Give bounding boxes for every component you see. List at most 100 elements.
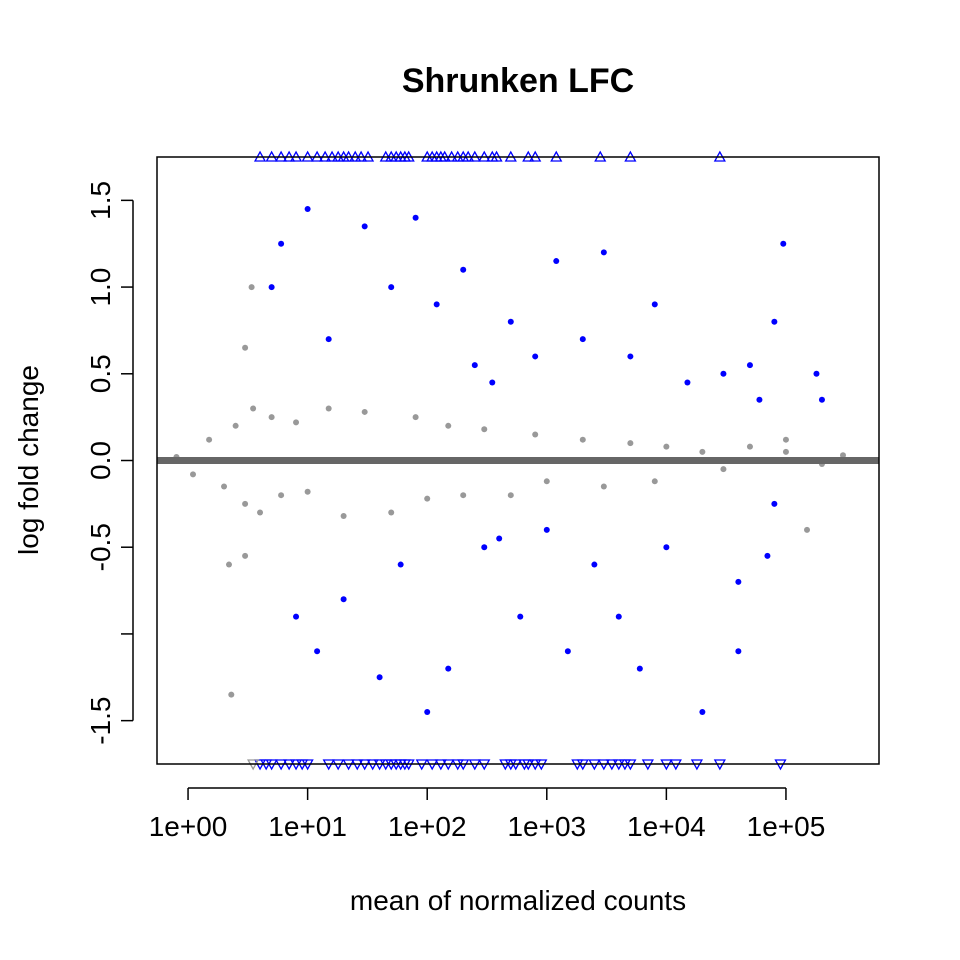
x-axis: 1e+00 1e+01 1e+02 1e+03 1e+04 1e+05 — [149, 787, 826, 842]
data-point — [720, 370, 727, 377]
data-point — [481, 426, 488, 433]
data-point — [699, 448, 706, 455]
data-point — [543, 526, 550, 533]
data-point — [388, 284, 395, 291]
y-tick-label: -0.5 — [85, 523, 116, 571]
data-point — [746, 443, 753, 450]
x-tick-label: 1e+04 — [627, 811, 706, 842]
data-point — [840, 452, 846, 459]
x-tick-label: 1e+00 — [149, 811, 228, 842]
data-point — [579, 336, 586, 343]
x-tick-label: 1e+01 — [268, 811, 347, 842]
data-point — [720, 466, 727, 473]
data-point — [293, 613, 300, 620]
data-point — [543, 478, 550, 485]
data-point — [532, 431, 539, 438]
data-point — [304, 206, 311, 213]
data-point — [651, 478, 658, 485]
data-point — [813, 370, 820, 377]
data-point — [746, 362, 753, 369]
data-point — [412, 214, 419, 221]
data-point — [481, 544, 488, 551]
data-point — [257, 509, 264, 516]
data-point — [242, 500, 249, 507]
x-axis-label: mean of normalized counts — [350, 885, 686, 916]
data-point — [771, 500, 778, 507]
data-point — [278, 240, 285, 247]
data-point — [615, 613, 622, 620]
data-point — [445, 665, 452, 672]
data-point — [388, 509, 395, 516]
data-point — [268, 284, 275, 291]
data-point — [325, 336, 332, 343]
data-point — [651, 301, 658, 308]
data-point — [818, 396, 825, 403]
data-point — [780, 240, 787, 247]
data-point — [735, 578, 742, 585]
data-point — [636, 665, 643, 672]
data-point — [325, 405, 332, 412]
data-point — [412, 414, 419, 421]
x-tick-label: 1e+02 — [388, 811, 467, 842]
data-point — [663, 544, 670, 551]
data-point — [397, 561, 404, 568]
data-point — [225, 561, 232, 568]
data-point — [340, 513, 347, 519]
data-point — [579, 436, 586, 443]
data-point — [507, 318, 514, 325]
plot-frame — [156, 156, 880, 765]
data-point — [496, 535, 503, 542]
data-point — [517, 613, 524, 620]
data-point — [268, 414, 275, 421]
data-point — [340, 596, 347, 603]
data-point — [735, 648, 742, 655]
data-point — [507, 492, 514, 499]
y-axis-label: log fold change — [13, 365, 44, 555]
data-point — [600, 249, 607, 256]
data-point — [627, 440, 634, 447]
data-point — [228, 691, 235, 698]
data-point — [460, 492, 467, 499]
data-point — [361, 223, 368, 230]
y-tick-label: 1.0 — [85, 268, 116, 307]
x-tick-label: 1e+03 — [507, 811, 586, 842]
data-point — [771, 318, 778, 325]
y-tick-label: 0.0 — [85, 441, 116, 480]
data-point — [278, 492, 285, 499]
data-point — [764, 552, 771, 559]
data-point — [627, 353, 634, 360]
data-point — [564, 648, 571, 655]
data-point — [782, 436, 789, 443]
data-point — [314, 648, 321, 655]
y-tick-label: 0.5 — [85, 354, 116, 393]
data-point — [532, 353, 539, 360]
data-point — [242, 552, 249, 559]
data-point — [206, 436, 213, 443]
data-point — [782, 448, 789, 455]
data-point — [489, 379, 496, 386]
data-point — [684, 379, 691, 386]
data-point — [232, 422, 239, 429]
data-point — [663, 443, 670, 450]
data-point — [424, 708, 431, 715]
data-point — [250, 405, 257, 412]
data-point — [248, 284, 255, 291]
data-point — [804, 526, 811, 533]
data-point — [190, 471, 196, 478]
data-point — [756, 396, 763, 403]
data-point — [553, 258, 560, 265]
data-point — [221, 483, 228, 490]
x-tick-label: 1e+05 — [747, 811, 826, 842]
data-point — [424, 495, 431, 502]
data-point — [361, 408, 368, 415]
y-axis: -1.5 -0.5 0.0 0.5 1.0 1.5 — [85, 181, 134, 745]
chart-title: Shrunken LFC — [402, 62, 634, 100]
y-tick-label: 1.5 — [85, 181, 116, 220]
data-point — [433, 301, 440, 308]
data-point — [460, 266, 467, 273]
data-point — [376, 674, 383, 681]
data-point — [591, 561, 598, 568]
data-point — [699, 708, 706, 715]
data-point — [242, 344, 249, 351]
